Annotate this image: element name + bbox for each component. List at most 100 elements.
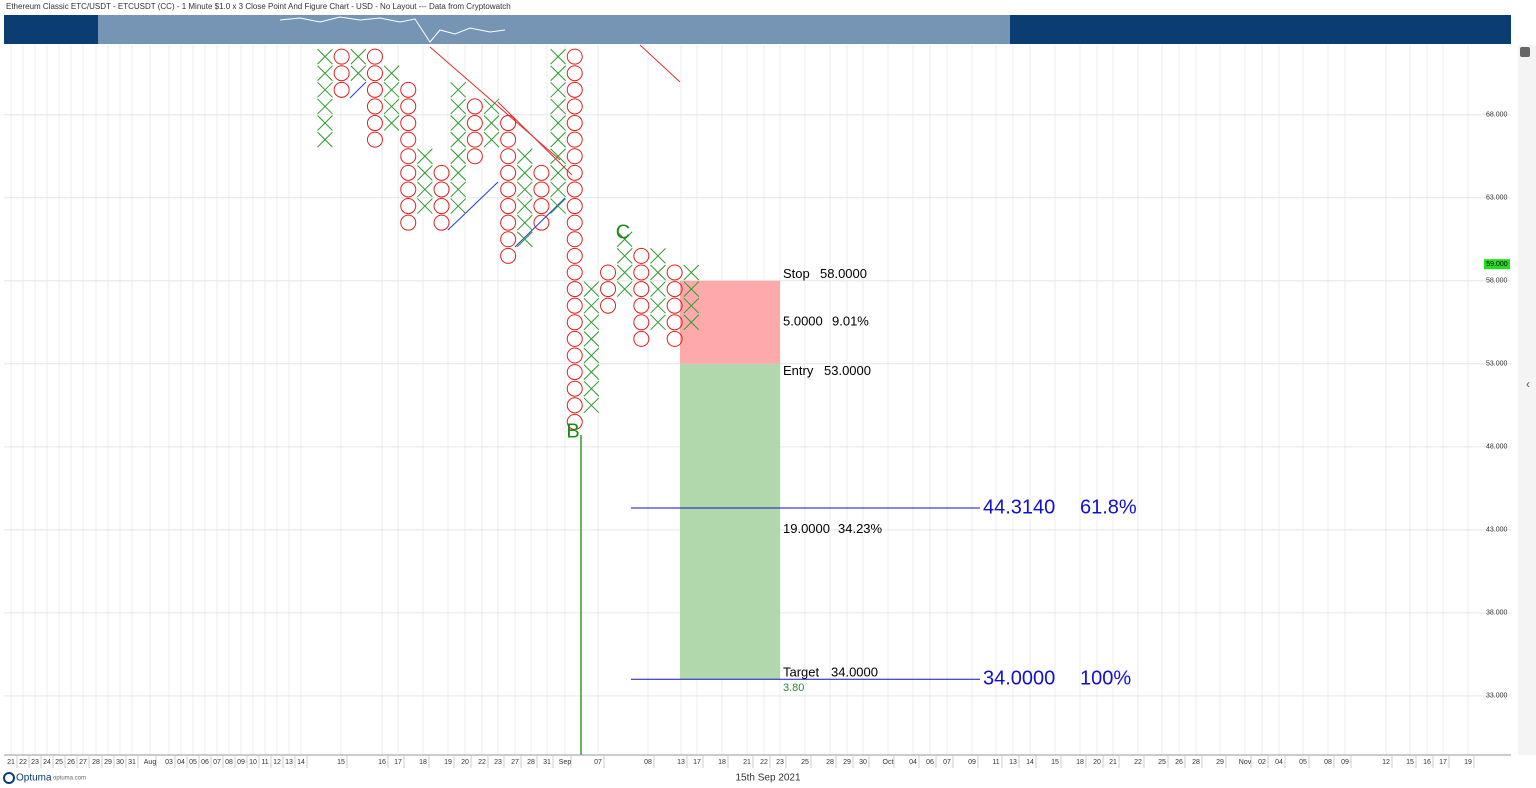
o-box [566, 131, 583, 148]
o-box [633, 247, 650, 264]
x-box [650, 264, 666, 281]
x-stroke [516, 164, 533, 181]
x-box [516, 148, 533, 165]
x-tick-label: 25 [801, 759, 809, 766]
x-tick-label: 21 [7, 759, 15, 766]
x-box [683, 314, 700, 331]
x-box [350, 48, 367, 65]
x-tick-label: 22 [19, 759, 27, 766]
chart-title: Ethereum Classic ETC/USDT - ETCUSDT (CC)… [6, 2, 511, 11]
x-box [317, 65, 333, 82]
x-tick-label: 17 [394, 759, 402, 766]
x-box [516, 214, 533, 231]
x-box [616, 248, 633, 264]
x-box [583, 380, 600, 397]
x-tick-label: 05 [1299, 759, 1307, 766]
fib-percent: 100% [1080, 668, 1131, 690]
x-box [417, 164, 433, 181]
x-box [317, 81, 333, 98]
x-box [317, 131, 333, 148]
o-box [366, 115, 383, 132]
date-caption: 15th Sep 2021 [735, 773, 800, 784]
entry-value: 53.0000 [824, 363, 871, 378]
x-box [616, 281, 633, 297]
x-tick-label: 08 [644, 759, 652, 766]
point-label: C [616, 221, 630, 243]
o-box [566, 397, 583, 414]
o-box [566, 347, 583, 364]
x-stroke [450, 198, 467, 214]
x-stroke [317, 131, 333, 148]
x-tick-label: 27 [511, 759, 519, 766]
x-tick-label: 19 [1464, 759, 1472, 766]
navigator-window[interactable] [98, 15, 1010, 44]
point-label: B [566, 420, 579, 442]
x-tick-label: 15 [337, 759, 345, 766]
o-box [666, 281, 683, 298]
x-stroke [350, 65, 367, 82]
x-tick-label: 12 [273, 759, 281, 766]
o-box [500, 115, 517, 132]
trendline [639, 44, 681, 83]
x-tick-label: 17 [693, 759, 701, 766]
o-box [533, 198, 550, 215]
x-box [550, 65, 566, 82]
x-box [650, 248, 666, 264]
x-tick-label: 10 [249, 759, 257, 766]
x-box [417, 198, 433, 214]
x-stroke [583, 281, 600, 297]
x-box [350, 65, 367, 82]
right-panel [1518, 45, 1536, 755]
x-tick-label: 16 [1423, 759, 1431, 766]
y-tick-label: 33.000 [1486, 693, 1508, 700]
x-stroke [583, 314, 600, 331]
lock-icon[interactable] [1520, 47, 1530, 57]
o-box [366, 81, 383, 98]
y-tick-label: 68.000 [1486, 112, 1508, 119]
x-box [583, 314, 600, 331]
fib-value: 44.3140 [983, 496, 1055, 518]
x-tick-label: 18 [419, 759, 427, 766]
price-marker-label: 59.000 [1486, 261, 1508, 268]
x-tick-label: 15 [1051, 759, 1059, 766]
x-stroke [417, 164, 433, 181]
x-tick-label: 13 [1009, 759, 1017, 766]
x-tick-label: Aug [144, 759, 157, 766]
x-tick-label: 07 [594, 759, 602, 766]
x-box [683, 264, 700, 281]
x-box [450, 181, 467, 198]
o-box [366, 65, 383, 82]
x-stroke [516, 148, 533, 165]
x-box [550, 164, 566, 181]
x-box [483, 98, 500, 115]
trendline [497, 101, 573, 176]
x-tick-label: 19 [444, 759, 452, 766]
o-box [566, 81, 583, 98]
o-box [566, 181, 583, 198]
x-box [383, 81, 400, 98]
x-box [450, 148, 467, 165]
x-box [317, 98, 333, 115]
x-box [583, 397, 600, 414]
x-stroke [483, 98, 500, 115]
reward-percent: 34.23% [838, 521, 883, 536]
x-stroke [583, 380, 600, 397]
x-box [550, 98, 566, 115]
x-stroke [317, 48, 333, 65]
o-box [500, 214, 517, 231]
o-box [600, 264, 617, 281]
x-tick-label: 08 [225, 759, 233, 766]
x-box [616, 264, 633, 281]
x-box [317, 48, 333, 65]
o-box [400, 148, 417, 165]
o-box [366, 98, 383, 115]
x-box [383, 115, 400, 131]
collapse-arrow[interactable]: ‹ [1526, 377, 1530, 391]
x-stroke [317, 65, 333, 82]
x-stroke [683, 264, 700, 281]
o-box [400, 81, 417, 98]
x-tick-label: 04 [177, 759, 185, 766]
x-stroke [417, 198, 433, 214]
o-box [400, 131, 417, 148]
o-box [566, 364, 583, 381]
